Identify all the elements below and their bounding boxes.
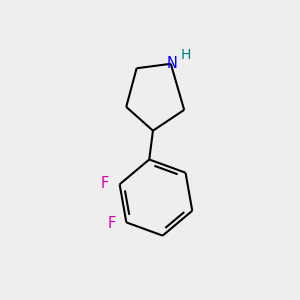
Text: N: N [167, 56, 178, 71]
Text: F: F [107, 216, 116, 231]
Text: H: H [181, 48, 191, 62]
Text: F: F [100, 176, 109, 191]
